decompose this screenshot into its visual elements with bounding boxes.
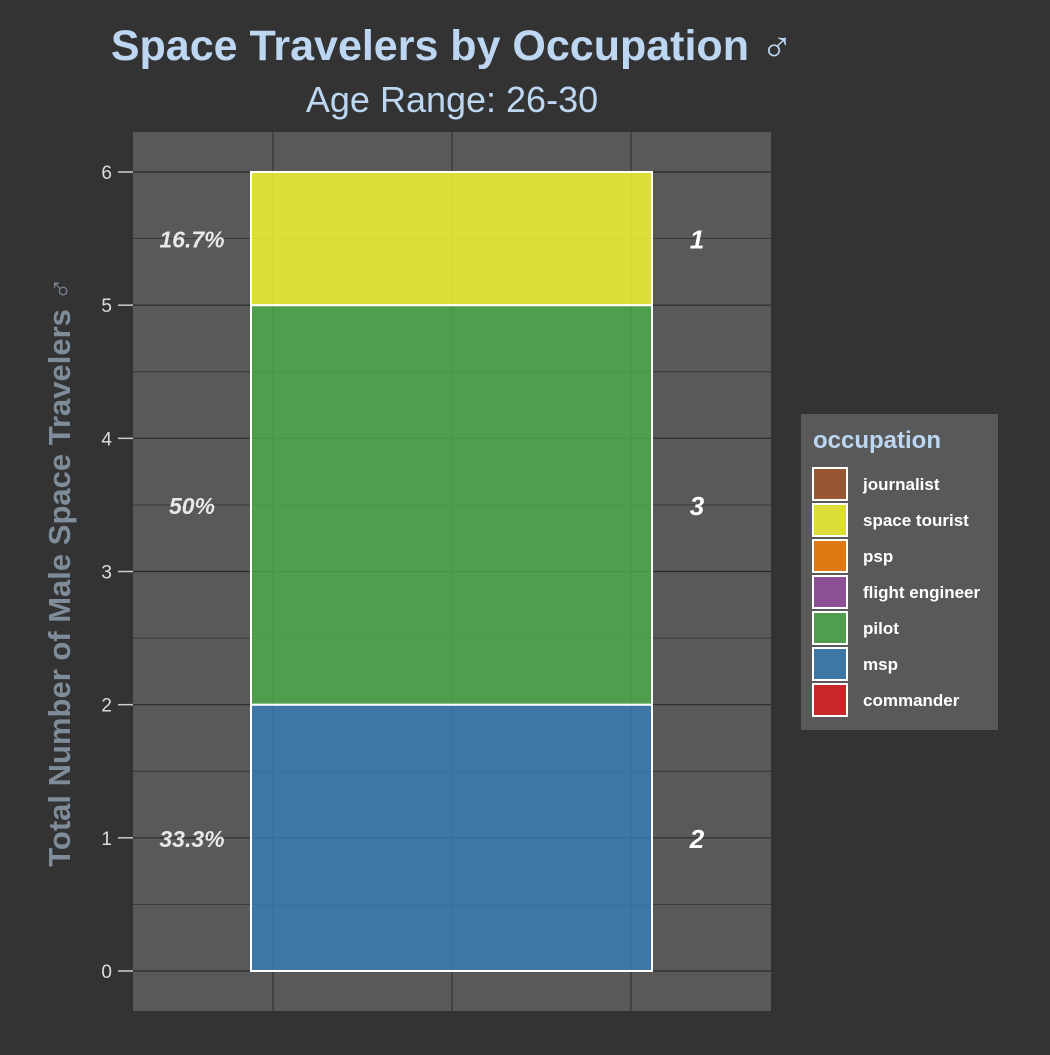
y-tick-label: 6 bbox=[101, 163, 112, 184]
y-tick-label: 5 bbox=[101, 296, 112, 317]
legend-label-psp: psp bbox=[863, 547, 893, 566]
y-tick-label: 0 bbox=[101, 962, 112, 983]
legend-label-flight-engineer: flight engineer bbox=[863, 583, 981, 602]
legend-label-pilot: pilot bbox=[863, 619, 899, 638]
legend-swatch-commander bbox=[812, 683, 848, 717]
percent-label-msp: 33.3% bbox=[159, 826, 224, 852]
bar-segment-msp bbox=[250, 703, 653, 973]
count-label-msp: 2 bbox=[689, 824, 705, 854]
legend-label-space-tourist: space tourist bbox=[863, 511, 969, 530]
legend-swatch-msp bbox=[812, 647, 848, 681]
legend-swatch-space-tourist bbox=[812, 503, 848, 537]
legend-label-msp: msp bbox=[863, 655, 898, 674]
count-label-space-tourist: 1 bbox=[690, 225, 704, 255]
chart-title: Space Travelers by Occupation ♂ bbox=[111, 22, 793, 70]
legend-swatch-journalist bbox=[812, 467, 848, 501]
legend: occupation journalist space tourist psp fli… bbox=[801, 414, 998, 730]
y-tick-label: 2 bbox=[101, 696, 112, 717]
count-label-pilot: 3 bbox=[690, 491, 705, 521]
legend-swatch-pilot bbox=[812, 611, 848, 645]
legend-swatch-psp bbox=[812, 539, 848, 573]
legend-swatch-flight-engineer bbox=[812, 575, 848, 609]
y-tick-label: 1 bbox=[101, 829, 112, 850]
legend-title: occupation bbox=[813, 427, 941, 454]
legend-label-journalist: journalist bbox=[862, 475, 940, 494]
bar-segment-pilot bbox=[250, 304, 653, 706]
y-tick-label: 4 bbox=[101, 429, 112, 450]
y-tick-label: 3 bbox=[101, 563, 112, 584]
bar-segment-space-tourist bbox=[250, 171, 653, 307]
chart-subtitle: Age Range: 26-30 bbox=[306, 79, 598, 120]
percent-label-pilot: 50% bbox=[169, 493, 215, 519]
legend-label-commander: commander bbox=[863, 691, 960, 710]
y-axis-label: Total Number of Male Space Travelers ♂ bbox=[42, 277, 77, 866]
percent-label-space-tourist: 16.7% bbox=[159, 227, 224, 253]
